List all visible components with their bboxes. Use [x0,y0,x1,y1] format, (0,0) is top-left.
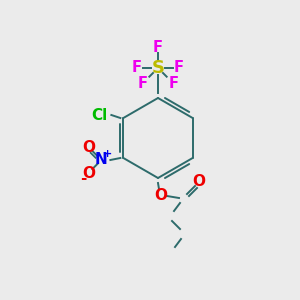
Text: F: F [137,76,147,91]
Text: +: + [103,149,112,159]
Text: N: N [95,152,108,167]
Text: F: F [132,61,142,76]
Text: O: O [154,188,167,203]
Text: S: S [152,59,164,77]
Text: O: O [82,166,95,181]
Text: Cl: Cl [91,107,107,122]
Text: F: F [153,40,163,55]
Text: O: O [193,175,206,190]
Text: O: O [82,140,95,154]
Text: F: F [174,61,184,76]
Text: -: - [80,172,86,187]
Text: F: F [169,76,179,91]
